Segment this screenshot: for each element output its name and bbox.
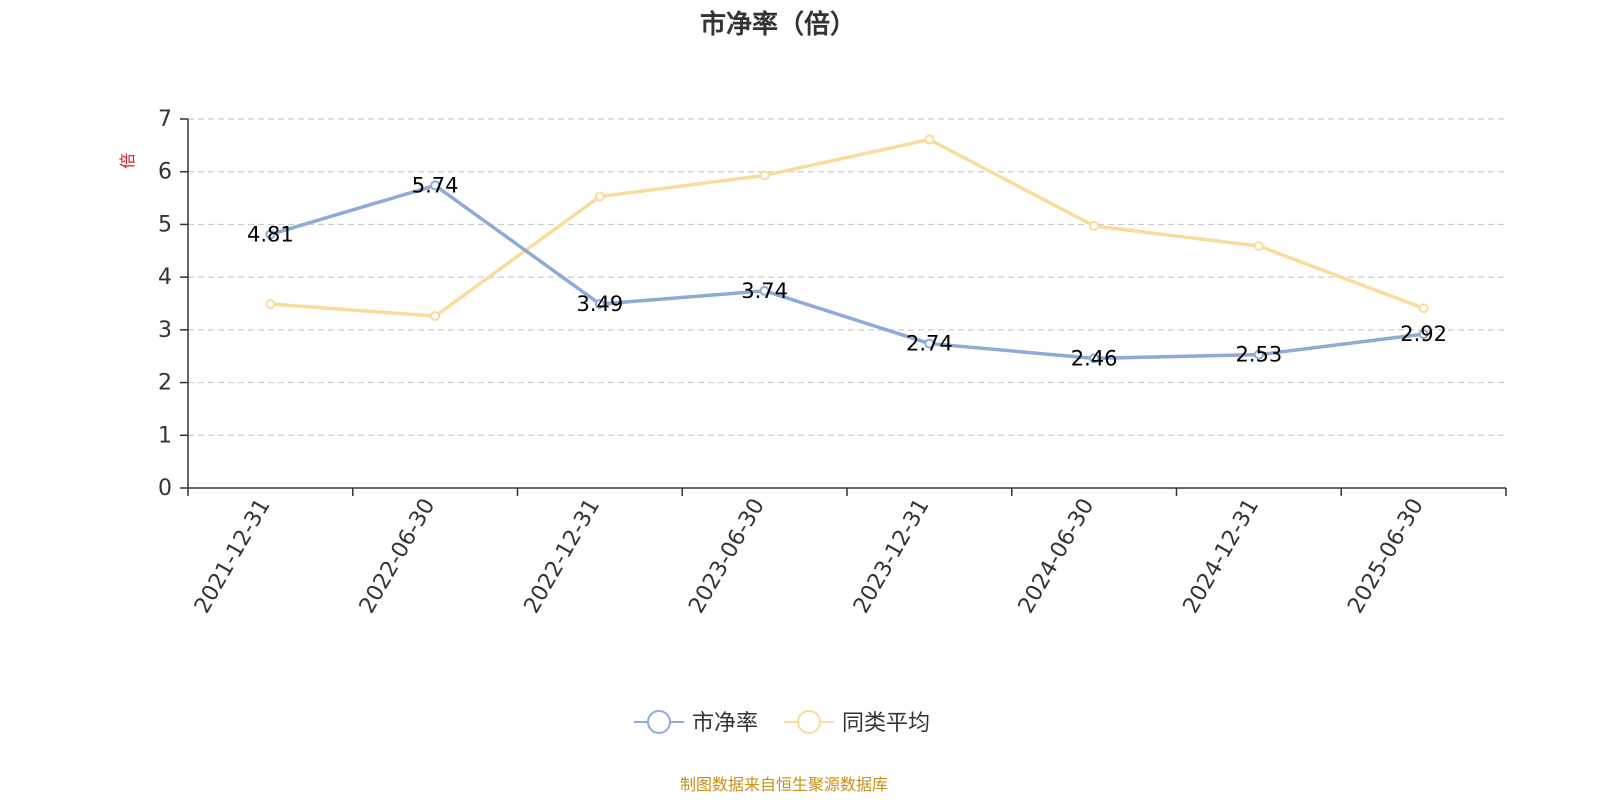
series-line-市净率 [269,183,1424,361]
data-point-市净率-2024-06-30[interactable] [1089,353,1100,364]
data-point-同类平均-2021-12-31[interactable] [265,299,276,310]
x-tick-label-2022-12-31: 2022-12-31 [519,495,605,618]
grid-lines [188,118,1506,436]
y-tick-label-1: 1 [158,423,172,448]
y-tick-label-4: 4 [158,265,172,290]
data-label-市净率-2022-06-30: 5.74 [412,173,459,197]
x-tick-label-2023-12-31: 2023-12-31 [849,495,935,618]
y-tick-label-3: 3 [158,318,172,343]
data-point-同类平均-2024-06-30[interactable] [1089,221,1100,232]
x-tick-label-2024-12-31: 2024-12-31 [1178,495,1264,618]
data-point-市净率-2023-12-31[interactable] [924,338,935,349]
axes [187,119,1506,489]
x-tick-label-2024-06-30: 2024-06-30 [1014,495,1100,618]
data-point-市净率-2022-12-31[interactable] [594,299,605,310]
series-layer [265,134,1429,364]
y-tick-label-7: 7 [158,107,172,132]
data-label-市净率-2024-12-31: 2.53 [1235,343,1282,367]
y-tick-label-2: 2 [158,371,172,396]
data-label-市净率-2021-12-31: 4.81 [247,222,294,246]
legend-marker-市净率 [647,710,671,734]
legend-marker-同类平均 [797,710,821,734]
data-point-市净率-2025-06-30[interactable] [1418,329,1429,340]
data-labels: 4.81 5.74 3.49 3.74 2.74 2.46 2.53 2.92 [247,173,1447,370]
data-point-同类平均-2022-12-31[interactable] [594,191,605,202]
data-point-市净率-2022-06-30[interactable] [430,180,441,191]
data-label-市净率-2024-06-30: 2.46 [1071,346,1118,370]
source-note: 制图数据来自恒生聚源数据库 [680,775,888,794]
y-tick-label-6: 6 [158,160,172,185]
y-tick-label-5: 5 [158,212,172,237]
series-市净率 [265,180,1429,364]
x-tick-label-2025-06-30: 2025-06-30 [1343,495,1429,618]
legend-item-同类平均[interactable]: 同类平均 [784,710,930,736]
series-line-同类平均 [270,137,1425,318]
data-label-市净率-2023-06-30: 3.74 [741,279,788,303]
data-point-同类平均-2023-12-31[interactable] [924,134,935,145]
data-point-市净率-2021-12-31[interactable] [265,229,276,240]
x-tick-label-2023-06-30: 2023-06-30 [684,495,770,618]
legend[interactable]: 市净率 同类平均 [634,710,930,736]
y-tick-label-0: 0 [158,476,172,501]
legend-label-同类平均: 同类平均 [842,711,930,736]
data-label-市净率-2025-06-30: 2.92 [1400,322,1447,346]
data-point-市净率-2023-06-30[interactable] [759,285,770,296]
legend-item-市净率[interactable]: 市净率 [634,710,758,736]
data-point-同类平均-2023-06-30[interactable] [759,170,770,181]
data-point-同类平均-2022-06-30[interactable] [430,311,441,322]
data-point-同类平均-2025-06-30[interactable] [1418,303,1429,314]
y-axis-ticks: 0 1 2 3 4 5 6 7 [158,107,188,501]
x-tick-label-2021-12-31: 2021-12-31 [190,495,276,618]
data-label-市净率-2022-12-31: 3.49 [576,292,623,316]
data-point-同类平均-2024-12-31[interactable] [1253,241,1264,252]
data-label-市净率-2023-12-31: 2.74 [906,332,953,356]
legend-label-市净率: 市净率 [692,711,758,736]
series-同类平均 [265,134,1429,322]
y-axis-unit-label: 倍 [118,153,137,169]
data-point-市净率-2024-12-31[interactable] [1253,349,1264,360]
chart-title: 市净率（倍） [700,9,856,40]
x-axis-ticks: 2021-12-31 2022-06-30 2022-12-31 2023-06-30… [187,488,1507,618]
x-tick-label-2022-06-30: 2022-06-30 [355,495,441,618]
